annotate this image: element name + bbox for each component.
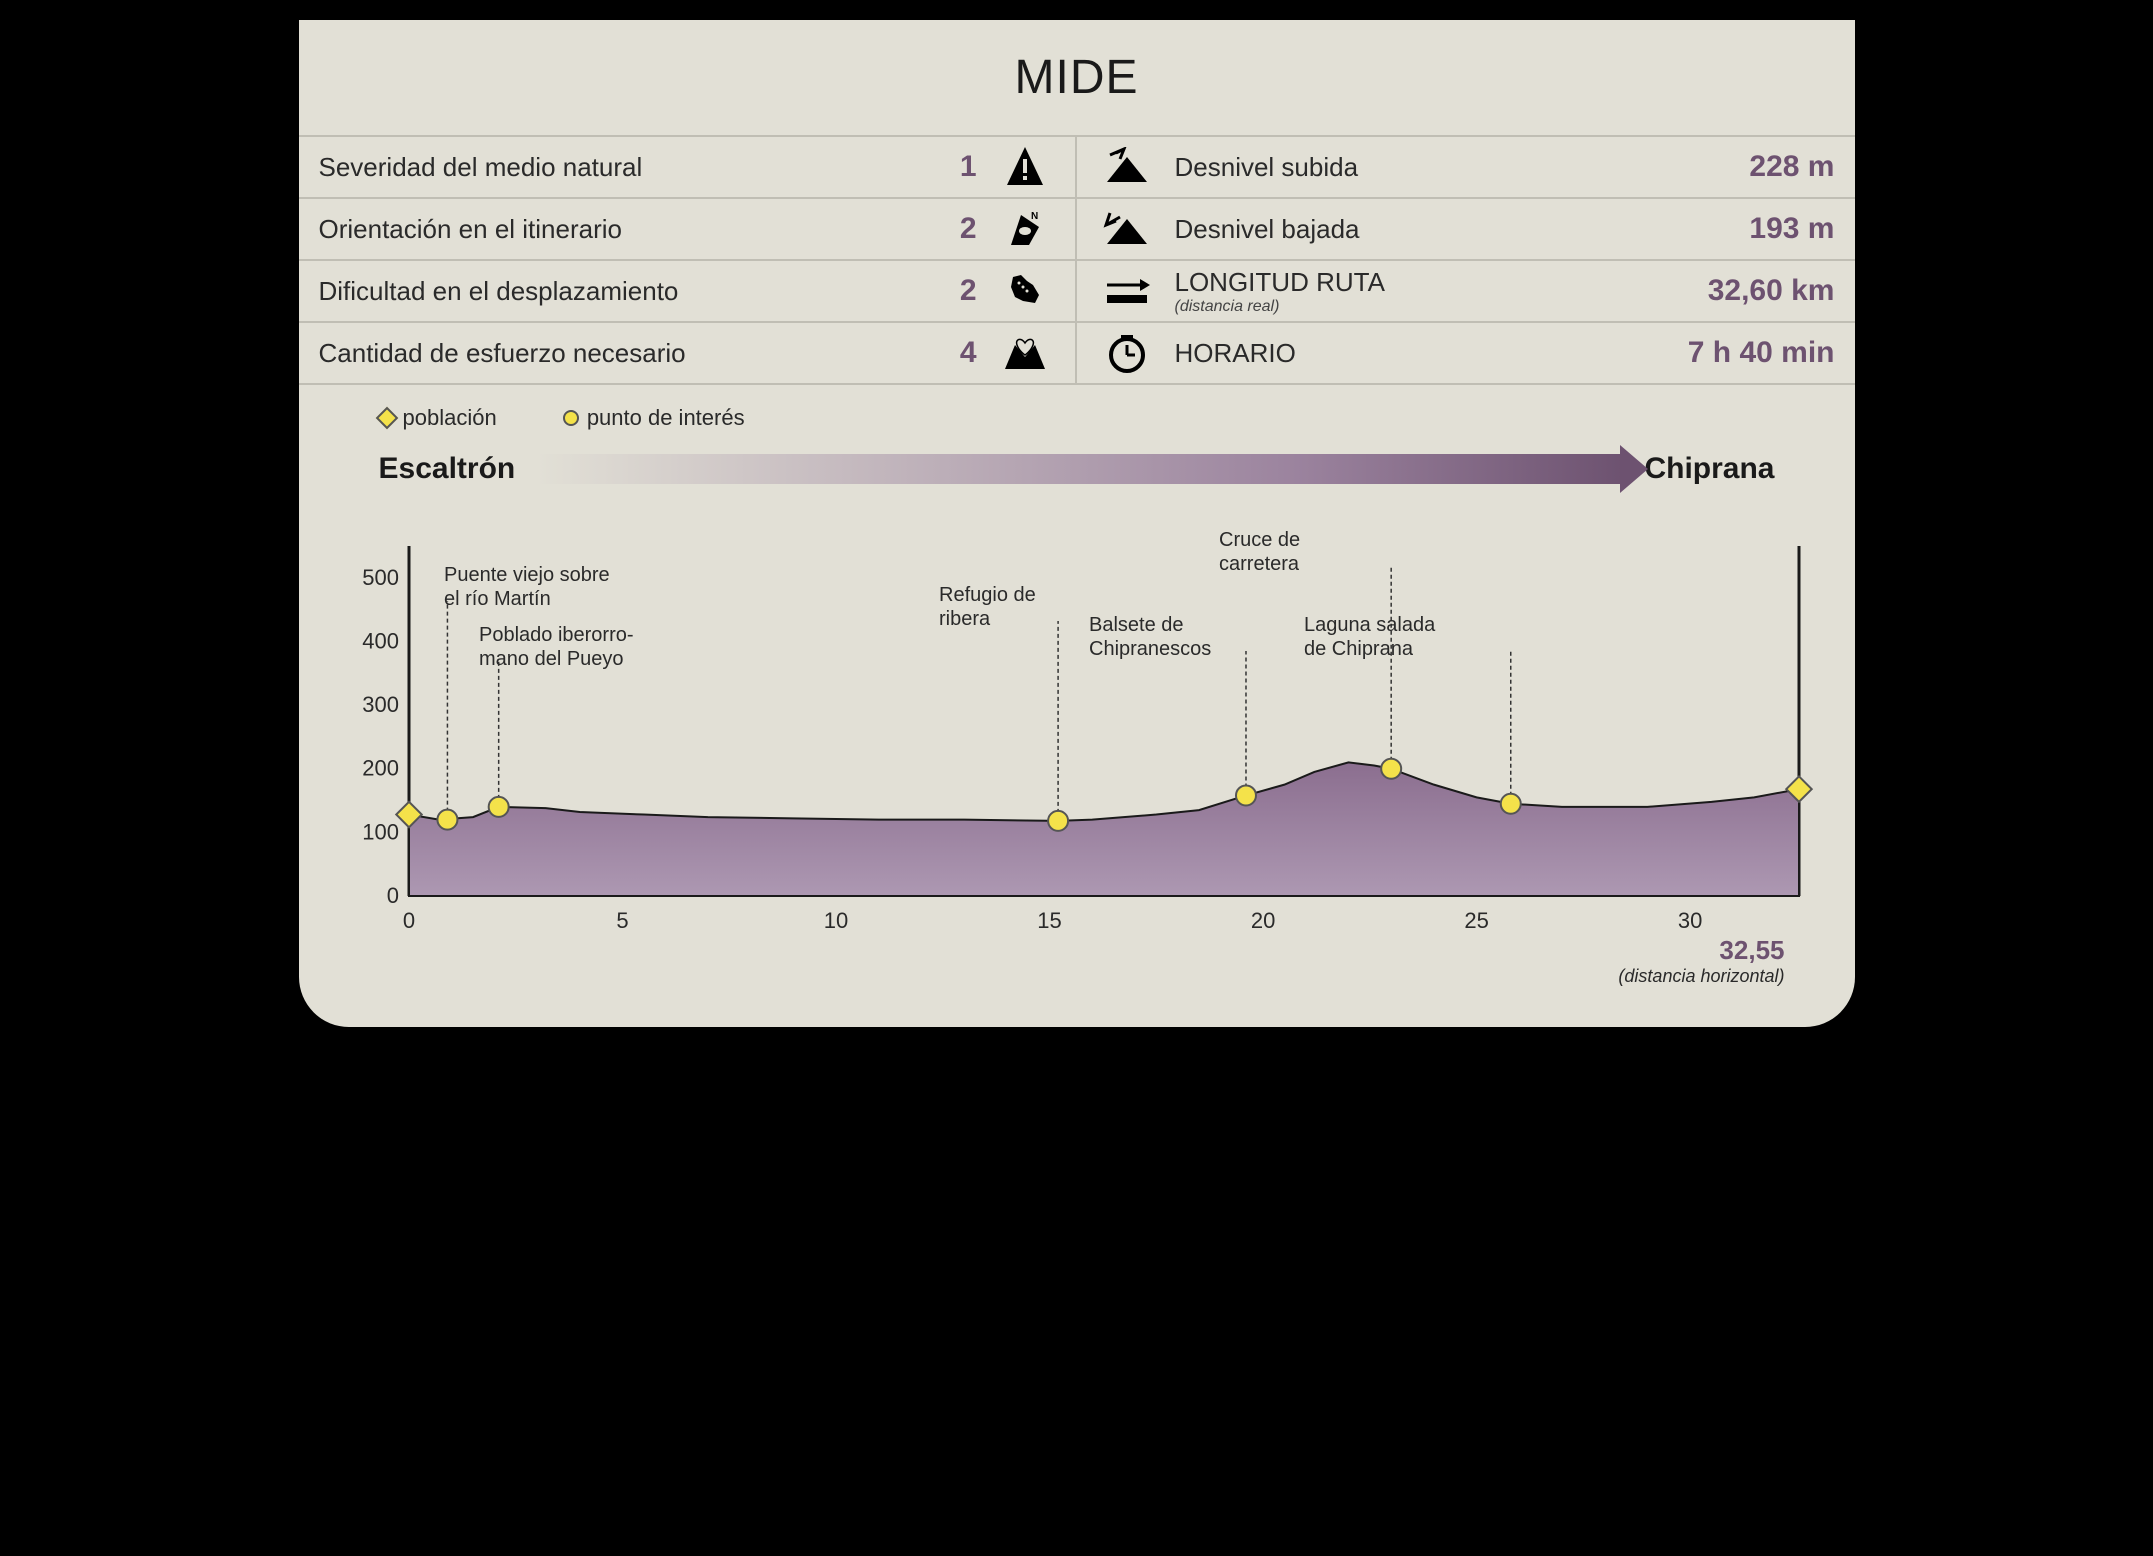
svg-text:100: 100 [362, 819, 399, 844]
metric-label: HORARIO [1175, 338, 1675, 369]
metric-severity: Severidad del medio natural 1 [299, 137, 1077, 199]
svg-text:mano del Pueyo: mano del Pueyo [479, 648, 624, 670]
legend-label: punto de interés [587, 405, 745, 431]
down-mountain-icon [1097, 209, 1157, 249]
metric-difficulty: Dificultad en el desplazamiento 2 [299, 261, 1077, 323]
route-end: Chiprana [1644, 452, 1774, 486]
length-arrow-icon [1097, 271, 1157, 311]
svg-text:Chipranescos: Chipranescos [1089, 638, 1211, 660]
metric-label-main: LONGITUD RUTA [1175, 267, 1385, 297]
svg-text:Cruce de: Cruce de [1219, 529, 1300, 551]
metric-value: 1 [927, 150, 977, 184]
metric-value: 32,60 km [1675, 274, 1835, 308]
chart-footer: 32,55 (distancia horizontal) [349, 935, 1825, 987]
mide-card: MIDE Severidad del medio natural 1 Desni… [299, 20, 1855, 1027]
svg-text:carretera: carretera [1219, 553, 1300, 575]
svg-text:30: 30 [1677, 908, 1701, 933]
svg-text:ribera: ribera [939, 608, 991, 630]
legend-poblacion: población [379, 405, 527, 431]
metric-label: Desnivel subida [1175, 152, 1675, 183]
metrics-grid: Severidad del medio natural 1 Desnivel s… [299, 135, 1855, 385]
metric-length: LONGITUD RUTA (distancia real) 32,60 km [1077, 261, 1855, 323]
svg-text:15: 15 [1037, 908, 1061, 933]
svg-text:Balsete de: Balsete de [1089, 614, 1184, 636]
svg-text:20: 20 [1250, 908, 1274, 933]
svg-text:200: 200 [362, 756, 399, 781]
metric-value: 4 [927, 336, 977, 370]
svg-text:0: 0 [402, 908, 414, 933]
svg-text:300: 300 [362, 692, 399, 717]
svg-text:Laguna salada: Laguna salada [1304, 614, 1436, 636]
elevation-chart: 0 100 200 300 400 500 0 5 10 15 20 25 30 Puente viejo… [299, 516, 1855, 997]
metric-label: Dificultad en el desplazamiento [319, 276, 927, 307]
warning-icon [995, 145, 1055, 189]
svg-text:500: 500 [362, 565, 399, 590]
up-mountain-icon [1097, 147, 1157, 187]
card-title: MIDE [299, 50, 1855, 105]
svg-text:N: N [1031, 211, 1038, 222]
max-distance: 32,55 [349, 935, 1785, 966]
svg-text:el río Martín: el río Martín [444, 588, 551, 610]
metric-descent: Desnivel bajada 193 m [1077, 199, 1855, 261]
route-start: Escaltrón [379, 452, 516, 486]
metric-label: Severidad del medio natural [319, 152, 927, 183]
metric-orientation: Orientación en el itinerario 2 N [299, 199, 1077, 261]
legend-label: población [403, 405, 497, 431]
metric-label: LONGITUD RUTA (distancia real) [1175, 267, 1675, 316]
circle-icon [563, 410, 579, 426]
svg-text:Poblado iberorro-: Poblado iberorro- [479, 624, 634, 646]
svg-text:10: 10 [823, 908, 847, 933]
compass-icon: N [995, 207, 1055, 251]
diamond-icon [375, 407, 398, 430]
metric-label: Desnivel bajada [1175, 214, 1675, 245]
svg-text:de Chiprana: de Chiprana [1304, 638, 1414, 660]
metric-value: 193 m [1675, 212, 1835, 246]
distance-note: (distancia horizontal) [349, 966, 1785, 987]
route-direction: Escaltrón Chiprana [299, 442, 1855, 516]
metric-label: Orientación en el itinerario [319, 214, 927, 245]
legend-poi: punto de interés [563, 405, 775, 431]
metric-time: HORARIO 7 h 40 min [1077, 323, 1855, 385]
svg-text:Refugio de: Refugio de [939, 584, 1036, 606]
direction-arrow-icon [535, 454, 1624, 484]
metric-sublabel: (distancia real) [1175, 298, 1675, 316]
svg-text:5: 5 [616, 908, 628, 933]
heart-icon [995, 331, 1055, 375]
metric-value: 2 [927, 212, 977, 246]
metric-label: Cantidad de esfuerzo necesario [319, 338, 927, 369]
metric-value: 7 h 40 min [1675, 336, 1835, 370]
elevation-profile-svg: 0 100 200 300 400 500 0 5 10 15 20 25 30 Puente viejo… [349, 516, 1819, 936]
metric-value: 228 m [1675, 150, 1835, 184]
clock-icon [1097, 331, 1157, 375]
metric-ascent: Desnivel subida 228 m [1077, 137, 1855, 199]
svg-text:25: 25 [1464, 908, 1488, 933]
svg-text:Puente viejo sobre: Puente viejo sobre [444, 564, 610, 586]
metric-value: 2 [927, 274, 977, 308]
svg-text:0: 0 [386, 883, 398, 908]
svg-text:400: 400 [362, 628, 399, 653]
boot-icon [995, 269, 1055, 313]
chart-legend: población punto de interés [299, 385, 1855, 442]
metric-effort: Cantidad de esfuerzo necesario 4 [299, 323, 1077, 385]
